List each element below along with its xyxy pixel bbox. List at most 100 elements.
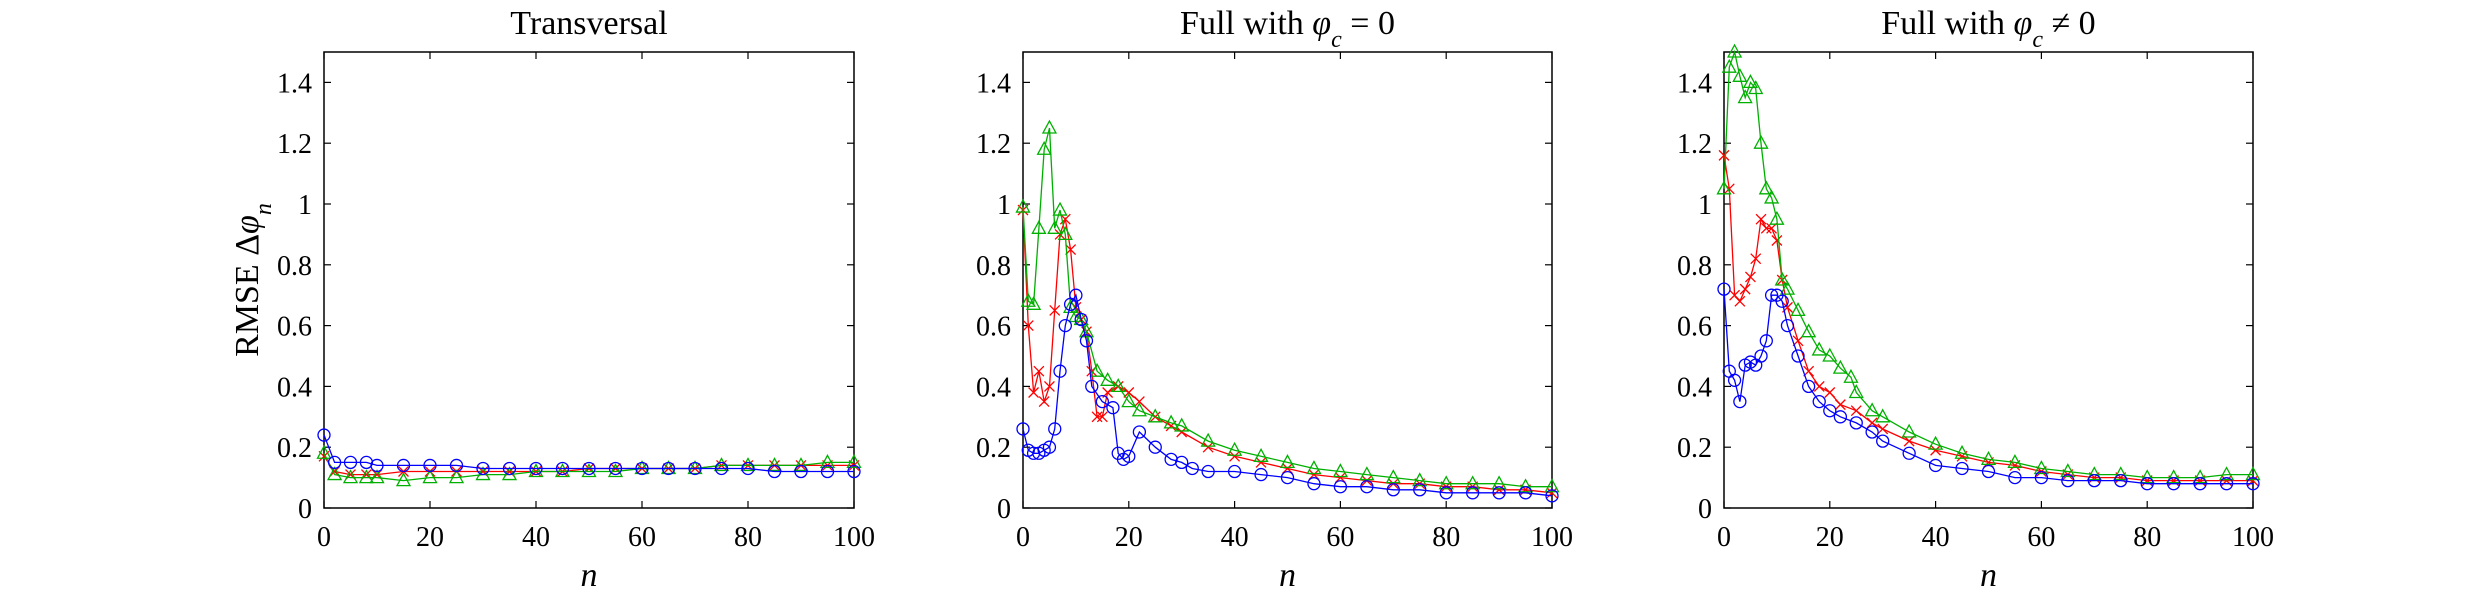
data-point (1545, 489, 1559, 503)
data-point (1790, 302, 1806, 317)
y-tick-label: 0.8 (976, 251, 1011, 282)
data-point (740, 457, 756, 472)
data-point (554, 463, 571, 478)
data-point (1095, 394, 1109, 409)
data-point (1732, 67, 1748, 82)
y-tick-label: 0.4 (976, 372, 1011, 403)
data-point (1255, 456, 1267, 468)
data-point (1073, 311, 1089, 326)
x-tick-label: 60 (1326, 522, 1354, 553)
data-point (1163, 414, 1179, 429)
data-point (2193, 477, 2207, 491)
data-point (1718, 149, 1730, 161)
data-point (1492, 486, 1506, 500)
data-point (1334, 472, 1346, 484)
data-point (1201, 464, 1215, 479)
data-point (316, 444, 332, 459)
data-point (1760, 222, 1772, 234)
x-tick-label: 60 (628, 522, 656, 553)
data-point (1147, 408, 1163, 423)
data-point (1981, 464, 1996, 479)
chart-title: Full with φc ≠ 0 (1881, 5, 2095, 53)
x-tick-label: 80 (2133, 522, 2161, 553)
x-tick-label: 0 (1717, 522, 1731, 553)
data-point (1902, 446, 1916, 460)
y-tick-label: 0.6 (1677, 312, 1712, 343)
data-point (1074, 312, 1088, 327)
data-point (1466, 486, 1480, 500)
data-point (1758, 180, 1774, 195)
chart-panel-1: 0 20 40 60 80 100 0 0.2 0.4 0.6 0.8 1 1.2 1.4 Transver… (229, 5, 875, 594)
data-point (1849, 416, 1863, 430)
data-point (1764, 189, 1780, 204)
data-point (767, 464, 782, 479)
data-point (1148, 440, 1162, 454)
data-point (1359, 466, 1375, 481)
data-point (1759, 334, 1773, 348)
data-point (793, 457, 809, 472)
data-point (395, 472, 412, 487)
data-point (1038, 396, 1050, 408)
series-x (1017, 204, 1558, 499)
data-point (2086, 466, 2102, 481)
data-point (1033, 365, 1045, 377)
data-point (1801, 379, 1816, 394)
data-point (1306, 460, 1322, 475)
data-point (1843, 368, 1859, 383)
data-point (1057, 226, 1073, 241)
data-point (2087, 473, 2101, 488)
y-tick-label: 1 (298, 190, 312, 221)
data-point (449, 458, 464, 473)
data-point (1078, 323, 1095, 338)
data-point (1824, 387, 1836, 398)
data-point (2139, 469, 2155, 484)
data-point (476, 461, 490, 476)
data-point (713, 457, 730, 472)
data-point (1053, 364, 1067, 378)
series-circle (1016, 288, 1559, 503)
data-point (1069, 288, 1083, 302)
data-point (2061, 473, 2075, 488)
data-point (1059, 213, 1071, 225)
data-point (1058, 318, 1072, 333)
data-point (502, 461, 517, 476)
x-tick-label: 0 (317, 522, 331, 553)
data-point (687, 460, 703, 475)
data-point (1866, 417, 1878, 429)
data-point (1813, 380, 1825, 392)
chart-panel-3: 0 20 40 60 80 100 0 0.2 0.4 0.6 0.8 1 1.2 1.4 Full wit… (1677, 5, 2274, 594)
data-point (529, 461, 543, 476)
data-point (1385, 469, 1401, 484)
data-point (1546, 487, 1558, 499)
data-point (1100, 371, 1116, 386)
data-point (1132, 425, 1147, 439)
data-point (1930, 444, 1942, 456)
y-tick-label: 0.8 (277, 251, 312, 282)
data-point (1042, 440, 1057, 454)
data-point (1016, 422, 1030, 436)
data-point (1928, 435, 1944, 450)
data-point (1227, 441, 1243, 456)
x-tick-label: 40 (1221, 522, 1249, 553)
y-tick-label: 1 (997, 190, 1011, 221)
data-point (1721, 58, 1737, 73)
data-point (794, 464, 808, 479)
series-line (323, 434, 854, 473)
series-line (1022, 293, 1553, 497)
data-point (1717, 282, 1731, 296)
data-point (661, 461, 676, 476)
data-point (820, 464, 835, 479)
data-point (1254, 467, 1268, 482)
y-tick-label: 1.4 (976, 68, 1011, 99)
x-tick-label: 0 (1016, 522, 1030, 553)
data-point (423, 458, 437, 473)
data-point (1227, 464, 1242, 479)
data-point (1766, 222, 1778, 234)
data-point (2140, 477, 2154, 491)
data-point (1764, 288, 1779, 302)
data-point (2219, 477, 2234, 491)
data-point (1980, 450, 1997, 466)
data-point (1041, 119, 1058, 134)
y-tick-label: 1 (1698, 190, 1712, 221)
